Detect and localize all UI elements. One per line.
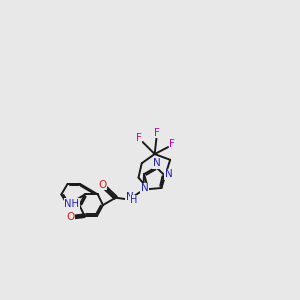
- Text: NH: NH: [64, 199, 80, 209]
- Text: N: N: [141, 183, 148, 193]
- Text: H: H: [130, 195, 138, 205]
- Text: F: F: [154, 128, 160, 138]
- Text: O: O: [98, 179, 106, 190]
- Text: N: N: [165, 169, 172, 179]
- Text: F: F: [169, 139, 175, 149]
- Text: N: N: [153, 158, 160, 168]
- Text: F: F: [136, 133, 142, 143]
- Text: O: O: [67, 212, 75, 222]
- Text: N: N: [126, 191, 134, 202]
